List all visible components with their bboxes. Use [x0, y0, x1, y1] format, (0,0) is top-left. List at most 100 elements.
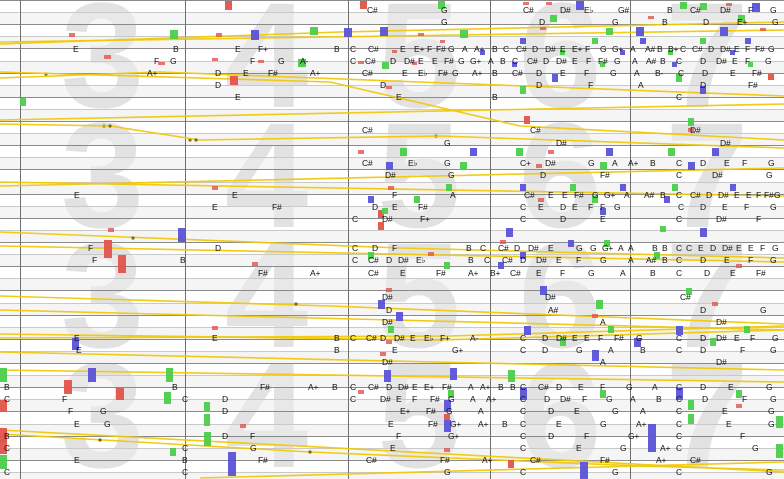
- note-marker-blue[interactable]: [730, 50, 735, 55]
- note-marker-green[interactable]: [170, 30, 178, 39]
- note-marker-red[interactable]: [118, 255, 126, 273]
- note-marker-red[interactable]: [0, 400, 7, 412]
- note-marker-green[interactable]: [448, 390, 454, 398]
- note-marker-blue[interactable]: [396, 312, 403, 321]
- note-marker-red[interactable]: [378, 222, 384, 230]
- note-marker-green[interactable]: [460, 162, 467, 170]
- note-marker-red[interactable]: [104, 55, 111, 59]
- note-marker-red[interactable]: [524, 116, 530, 124]
- note-marker-green[interactable]: [166, 368, 173, 382]
- note-marker-red[interactable]: [418, 33, 424, 36]
- note-marker-green[interactable]: [368, 252, 374, 259]
- note-marker-red[interactable]: [386, 86, 392, 89]
- note-marker-green[interactable]: [710, 338, 716, 346]
- note-marker-green[interactable]: [744, 326, 750, 333]
- note-marker-red[interactable]: [546, 2, 552, 5]
- note-marker-green[interactable]: [414, 196, 420, 203]
- note-marker-blue[interactable]: [700, 228, 707, 237]
- note-marker-blue[interactable]: [178, 228, 186, 242]
- note-marker-blue[interactable]: [540, 286, 547, 295]
- note-marker-green[interactable]: [680, 2, 687, 9]
- note-marker-red[interactable]: [736, 264, 742, 268]
- note-marker-blue[interactable]: [592, 350, 599, 361]
- note-marker-blue[interactable]: [620, 50, 625, 55]
- note-marker-red[interactable]: [358, 61, 364, 64]
- note-marker-green[interactable]: [606, 28, 613, 35]
- note-marker-green[interactable]: [0, 455, 7, 469]
- note-marker-red[interactable]: [212, 326, 218, 330]
- note-marker-red[interactable]: [688, 128, 694, 132]
- note-marker-green[interactable]: [560, 338, 566, 346]
- note-marker-green[interactable]: [516, 148, 523, 156]
- note-marker-red[interactable]: [380, 352, 386, 356]
- note-marker-blue[interactable]: [368, 196, 374, 203]
- note-marker-blue[interactable]: [251, 30, 259, 40]
- note-marker-red[interactable]: [225, 1, 232, 10]
- note-marker-blue[interactable]: [380, 27, 388, 36]
- note-marker-red[interactable]: [500, 240, 506, 244]
- note-marker-green[interactable]: [608, 326, 614, 333]
- note-marker-green[interactable]: [204, 402, 210, 412]
- note-marker-blue[interactable]: [520, 252, 526, 259]
- note-marker-red[interactable]: [252, 262, 258, 266]
- note-marker-green[interactable]: [600, 62, 605, 67]
- note-marker-green[interactable]: [446, 184, 452, 191]
- note-marker-blue[interactable]: [634, 338, 641, 347]
- note-marker-green[interactable]: [382, 208, 388, 214]
- note-marker-green[interactable]: [460, 30, 468, 38]
- note-marker-red[interactable]: [230, 76, 238, 85]
- note-marker-blue[interactable]: [752, 3, 760, 12]
- note-marker-blue[interactable]: [444, 400, 451, 412]
- note-marker-green[interactable]: [20, 98, 26, 106]
- note-marker-red[interactable]: [444, 414, 450, 420]
- note-marker-green[interactable]: [388, 326, 394, 333]
- note-marker-blue[interactable]: [450, 368, 457, 380]
- note-marker-blue[interactable]: [386, 162, 393, 170]
- note-marker-blue[interactable]: [480, 50, 485, 55]
- note-marker-blue[interactable]: [672, 62, 677, 67]
- note-marker-green[interactable]: [592, 196, 598, 203]
- note-marker-green[interactable]: [654, 252, 660, 259]
- note-marker-green[interactable]: [748, 62, 753, 67]
- note-marker-blue[interactable]: [506, 228, 513, 237]
- note-marker-red[interactable]: [388, 186, 394, 190]
- note-marker-blue[interactable]: [520, 184, 526, 191]
- note-marker-green[interactable]: [204, 432, 211, 446]
- note-marker-green[interactable]: [738, 15, 745, 22]
- note-marker-red[interactable]: [412, 62, 417, 65]
- note-marker-green[interactable]: [164, 392, 171, 404]
- note-marker-blue[interactable]: [512, 62, 517, 67]
- note-marker-blue[interactable]: [576, 1, 584, 10]
- note-marker-red[interactable]: [386, 288, 392, 292]
- note-marker-green[interactable]: [700, 3, 707, 10]
- note-marker-green[interactable]: [668, 148, 675, 156]
- note-marker-green[interactable]: [688, 414, 694, 424]
- note-marker-blue[interactable]: [730, 184, 736, 191]
- note-marker-red[interactable]: [240, 424, 246, 428]
- note-marker-red[interactable]: [444, 448, 450, 452]
- note-marker-blue[interactable]: [88, 368, 96, 382]
- note-marker-blue[interactable]: [676, 388, 683, 400]
- note-marker-green[interactable]: [382, 62, 389, 69]
- note-marker-red[interactable]: [523, 2, 529, 5]
- note-marker-blue[interactable]: [498, 262, 504, 269]
- note-marker-green[interactable]: [776, 416, 783, 428]
- note-marker-blue[interactable]: [664, 196, 670, 203]
- note-marker-blue[interactable]: [444, 420, 451, 432]
- note-marker-green[interactable]: [600, 162, 607, 170]
- note-marker-green[interactable]: [596, 300, 603, 309]
- note-marker-green[interactable]: [688, 118, 694, 126]
- note-marker-blue[interactable]: [520, 38, 526, 44]
- note-marker-blue[interactable]: [720, 27, 728, 36]
- note-marker-blue[interactable]: [620, 184, 626, 191]
- note-marker-green[interactable]: [520, 86, 526, 94]
- note-marker-green[interactable]: [310, 27, 318, 35]
- note-marker-blue[interactable]: [568, 240, 574, 247]
- note-marker-green[interactable]: [668, 50, 673, 55]
- note-marker-green[interactable]: [170, 448, 176, 456]
- note-marker-red[interactable]: [592, 314, 598, 318]
- note-marker-red[interactable]: [736, 404, 742, 408]
- note-marker-blue[interactable]: [470, 148, 477, 156]
- note-marker-green[interactable]: [604, 240, 610, 247]
- note-marker-red[interactable]: [258, 60, 264, 63]
